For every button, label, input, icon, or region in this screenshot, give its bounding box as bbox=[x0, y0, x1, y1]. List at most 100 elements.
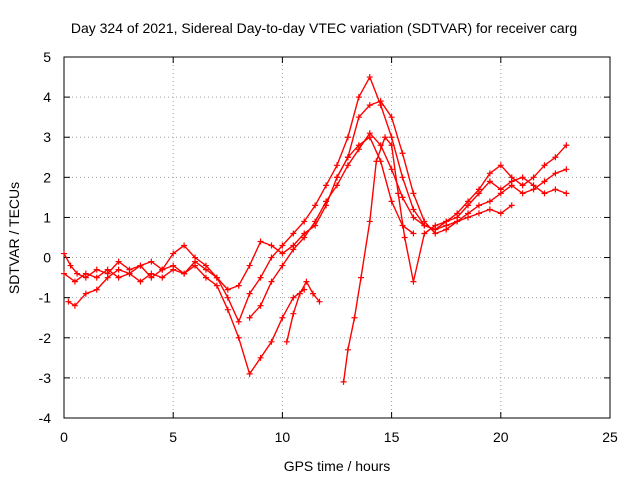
data-point bbox=[410, 214, 417, 221]
data-point bbox=[377, 142, 384, 149]
data-point bbox=[235, 282, 242, 289]
data-point bbox=[497, 186, 504, 193]
data-point bbox=[137, 262, 144, 269]
y-tick-label: 3 bbox=[43, 129, 51, 145]
series-line bbox=[342, 136, 567, 382]
data-point bbox=[65, 298, 72, 305]
data-point bbox=[552, 154, 559, 161]
data-point bbox=[316, 298, 323, 305]
data-point bbox=[71, 302, 78, 309]
gridlines bbox=[64, 57, 610, 418]
data-point bbox=[246, 262, 253, 269]
data-point bbox=[104, 270, 111, 277]
data-point bbox=[235, 318, 242, 325]
data-point bbox=[541, 178, 548, 185]
data-point bbox=[279, 250, 286, 257]
data-point bbox=[399, 194, 406, 201]
x-axis-label: GPS time / hours bbox=[284, 458, 391, 474]
data-point bbox=[268, 254, 275, 261]
data-point bbox=[508, 178, 515, 185]
data-point bbox=[351, 314, 358, 321]
series-satellite-track-1 bbox=[61, 262, 308, 377]
series-satellite-track-4 bbox=[334, 98, 570, 237]
data-point bbox=[475, 210, 482, 217]
data-point bbox=[283, 338, 290, 345]
x-tick-label: 10 bbox=[275, 429, 291, 445]
y-tick-label: -1 bbox=[39, 290, 52, 306]
data-point bbox=[355, 146, 362, 153]
data-point bbox=[235, 334, 242, 341]
data-point bbox=[159, 266, 166, 273]
data-point bbox=[563, 166, 570, 173]
data-point bbox=[388, 166, 395, 173]
x-tick-label: 5 bbox=[169, 429, 177, 445]
data-point bbox=[486, 206, 493, 213]
data-point bbox=[486, 198, 493, 205]
axis-ticks bbox=[63, 56, 611, 419]
data-point bbox=[497, 210, 504, 217]
data-point bbox=[82, 274, 89, 281]
x-tick-label: 25 bbox=[602, 429, 618, 445]
data-point bbox=[377, 98, 384, 105]
data-point bbox=[181, 270, 188, 277]
data-point bbox=[388, 134, 395, 141]
data-point bbox=[67, 262, 74, 269]
series-satellite-track-2 bbox=[65, 134, 417, 309]
y-tick-label: 0 bbox=[43, 250, 51, 266]
data-point bbox=[366, 218, 373, 225]
data-point bbox=[148, 258, 155, 265]
data-point bbox=[312, 218, 319, 225]
data-point bbox=[355, 114, 362, 121]
data-point bbox=[93, 286, 100, 293]
data-point bbox=[224, 294, 231, 301]
data-point bbox=[432, 226, 439, 233]
data-point bbox=[257, 238, 264, 245]
data-point bbox=[202, 274, 209, 281]
series-satellite-track-5 bbox=[340, 134, 570, 385]
y-tick-label: 2 bbox=[43, 169, 51, 185]
series-satellite-track-7 bbox=[283, 278, 323, 345]
series-line bbox=[63, 76, 567, 323]
data-point bbox=[552, 170, 559, 177]
data-point bbox=[82, 290, 89, 297]
data-point bbox=[519, 182, 526, 189]
data-point bbox=[312, 202, 319, 209]
tick-labels: 0 5 10 15 20 25 -4 -3 -2 -1 0 1 2 3 4 5 bbox=[39, 49, 618, 445]
y-axis-label: SDTVAR / TECUs bbox=[6, 182, 22, 294]
data-point bbox=[246, 314, 253, 321]
data-point bbox=[246, 290, 253, 297]
x-tick-label: 0 bbox=[60, 429, 68, 445]
data-point bbox=[563, 190, 570, 197]
data-point bbox=[115, 266, 122, 273]
data-point bbox=[366, 130, 373, 137]
data-point bbox=[355, 94, 362, 101]
data-point bbox=[301, 234, 308, 241]
y-tick-label: -3 bbox=[39, 370, 52, 386]
data-point bbox=[508, 202, 515, 209]
data-point bbox=[401, 234, 408, 241]
data-point bbox=[410, 190, 417, 197]
data-point bbox=[192, 254, 199, 261]
x-tick-label: 20 bbox=[493, 429, 509, 445]
data-point bbox=[290, 310, 297, 317]
data-point bbox=[224, 306, 231, 313]
y-tick-label: 1 bbox=[43, 209, 51, 225]
data-point bbox=[399, 174, 406, 181]
data-point bbox=[410, 206, 417, 213]
data-point bbox=[530, 174, 537, 181]
series-satellite-track-3 bbox=[61, 74, 570, 325]
y-tick-label: 4 bbox=[43, 89, 51, 105]
chart-title: Day 324 of 2021, Sidereal Day-to-day VTE… bbox=[71, 20, 577, 36]
data-point bbox=[303, 278, 310, 285]
data-point bbox=[465, 214, 472, 221]
data-point bbox=[344, 346, 351, 353]
data-point bbox=[115, 258, 122, 265]
data-point bbox=[268, 242, 275, 249]
data-point bbox=[340, 378, 347, 385]
data-point bbox=[475, 202, 482, 209]
data-point bbox=[61, 250, 67, 257]
series-line bbox=[63, 264, 305, 375]
data-point bbox=[443, 222, 450, 229]
data-point bbox=[323, 198, 330, 205]
